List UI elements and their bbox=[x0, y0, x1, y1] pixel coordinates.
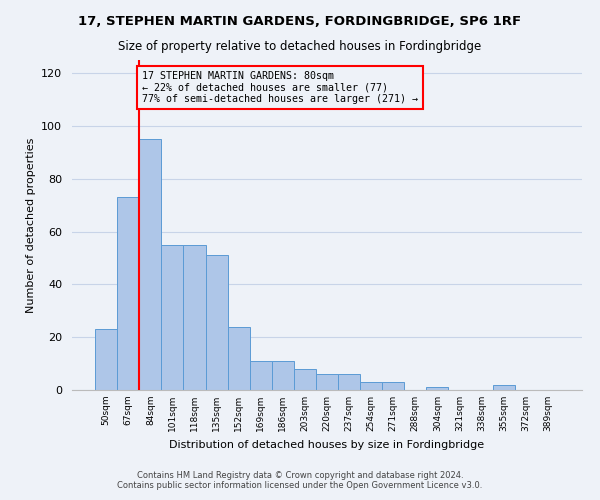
Bar bbox=[95, 330, 117, 390]
Text: Size of property relative to detached houses in Fordingbridge: Size of property relative to detached ho… bbox=[118, 40, 482, 53]
Bar bbox=[360, 382, 382, 390]
Text: 17 STEPHEN MARTIN GARDENS: 80sqm
← 22% of detached houses are smaller (77)
77% o: 17 STEPHEN MARTIN GARDENS: 80sqm ← 22% o… bbox=[142, 70, 418, 104]
Bar bbox=[227, 326, 250, 390]
Bar bbox=[382, 382, 404, 390]
Bar bbox=[161, 245, 184, 390]
Bar bbox=[206, 256, 227, 390]
Bar bbox=[316, 374, 338, 390]
Bar bbox=[184, 245, 206, 390]
Bar bbox=[250, 361, 272, 390]
Bar bbox=[139, 139, 161, 390]
Text: Contains HM Land Registry data © Crown copyright and database right 2024.
Contai: Contains HM Land Registry data © Crown c… bbox=[118, 470, 482, 490]
Text: 17, STEPHEN MARTIN GARDENS, FORDINGBRIDGE, SP6 1RF: 17, STEPHEN MARTIN GARDENS, FORDINGBRIDG… bbox=[79, 15, 521, 28]
Bar bbox=[427, 388, 448, 390]
Bar bbox=[493, 384, 515, 390]
Bar bbox=[338, 374, 360, 390]
Y-axis label: Number of detached properties: Number of detached properties bbox=[26, 138, 35, 312]
Bar bbox=[294, 369, 316, 390]
Bar bbox=[272, 361, 294, 390]
X-axis label: Distribution of detached houses by size in Fordingbridge: Distribution of detached houses by size … bbox=[169, 440, 485, 450]
Bar bbox=[117, 198, 139, 390]
